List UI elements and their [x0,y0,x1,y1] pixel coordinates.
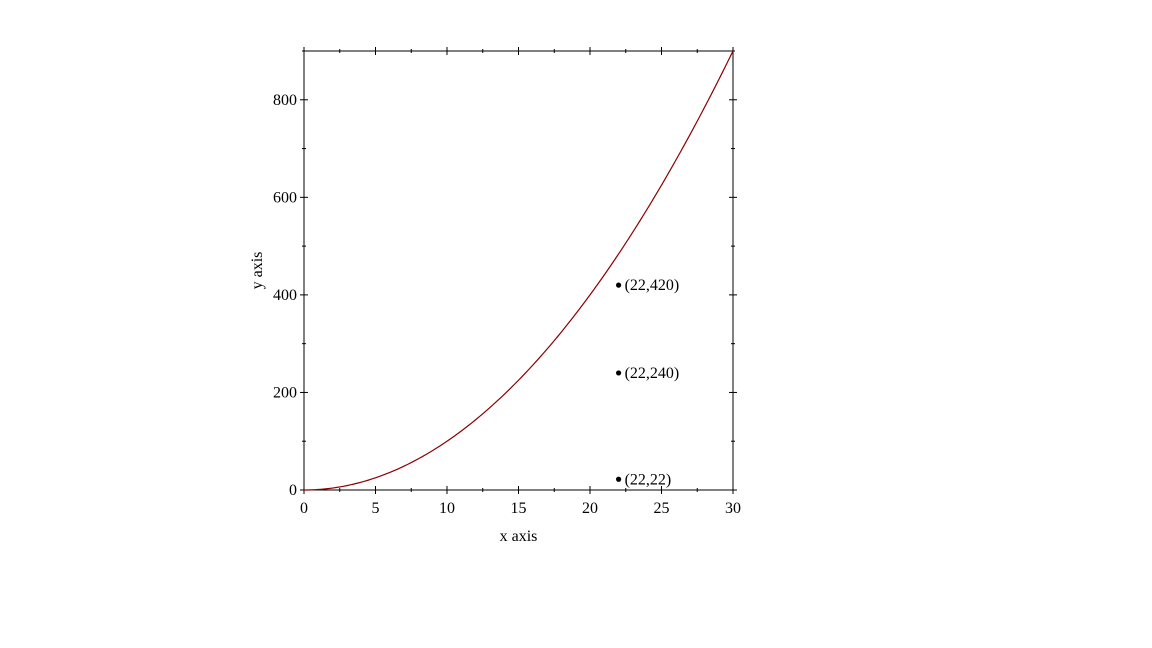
axis-tick-labels: 0 5 10 15 20 25 30 0 200 400 600 800 [273,92,741,517]
point-label: (22,22) [625,471,672,488]
x-tick-label: 15 [511,500,527,517]
labeled-points: (22,420) (22,240) (22,22) [616,277,679,488]
series-curve [303,50,734,491]
point-marker [616,282,622,288]
y-axis-label: y axis [249,252,266,290]
point-marker [616,370,622,376]
y-tick-label: 400 [273,287,297,304]
x-axis-label: x axis [500,528,538,545]
point-label: (22,420) [625,277,680,294]
x-tick-label: 5 [372,500,380,517]
plot-axes [303,50,734,491]
point-marker [616,476,622,482]
x-tick-label: 10 [439,500,455,517]
y-tick-label: 0 [289,482,297,499]
axis-ticks [300,47,737,494]
x-tick-label: 30 [725,500,741,517]
y-tick-label: 200 [273,384,297,401]
x-tick-label: 25 [654,500,670,517]
x-tick-label: 20 [582,500,598,517]
y-tick-label: 600 [273,189,297,206]
x-tick-label: 0 [300,500,308,517]
point-label: (22,240) [625,365,680,382]
y-tick-label: 800 [273,92,297,109]
